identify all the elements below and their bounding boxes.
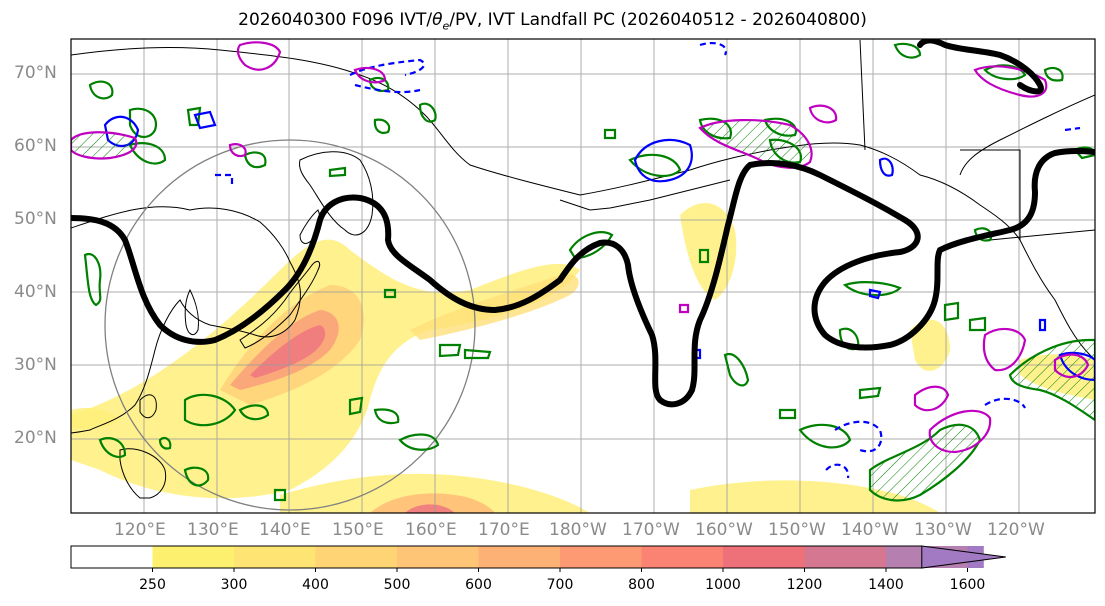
- lon-label-160w: 160°W: [695, 520, 753, 540]
- colorbar-segment: [478, 546, 561, 568]
- colorbar-segment: [641, 546, 724, 568]
- lon-label-140w: 140°W: [841, 520, 899, 540]
- colorbar-tick-label: 700: [546, 577, 574, 593]
- lat-label-20n: 20°N: [14, 428, 57, 448]
- colorbar-segment: [315, 546, 398, 568]
- lat-label-70n: 70°N: [14, 63, 57, 83]
- lon-label-160e: 160°E: [405, 520, 457, 540]
- lon-label-130e: 130°E: [187, 520, 239, 540]
- colorbar-segment: [723, 546, 805, 568]
- colorbar-extend-arrow: [921, 545, 1006, 569]
- colorbar-tick-label: 300: [220, 577, 248, 593]
- pv-contours: [71, 41, 1090, 454]
- colorbar-outline: [70, 545, 922, 569]
- lon-label-150e: 150°E: [332, 520, 384, 540]
- theta-e-negative-contours: [103, 41, 1095, 479]
- lat-label-60n: 60°N: [14, 136, 57, 156]
- lat-label-50n: 50°N: [14, 209, 57, 229]
- lon-label-150w: 150°W: [768, 520, 826, 540]
- lon-label-180w: 180°W: [549, 520, 607, 540]
- colorbar-tick-label: 400: [302, 577, 329, 593]
- colorbar-tick-label: 1600: [949, 577, 986, 593]
- lon-label-120w: 120°W: [987, 520, 1045, 540]
- colorbar-segment: [71, 546, 153, 568]
- colorbar-tick-label: 500: [383, 577, 411, 593]
- colorbar-segment: [804, 546, 887, 568]
- map-frame: [70, 38, 1096, 514]
- colorbar-segment: [234, 546, 316, 568]
- lon-label-170w: 170°W: [622, 520, 680, 540]
- colorbar: [70, 545, 1006, 572]
- colorbar-segment: [152, 546, 235, 568]
- colorbar-segment: [560, 546, 642, 568]
- figure-title: 2026040300 F096 IVT/θe/PV, IVT Landfall …: [238, 10, 867, 33]
- lon-label-170e: 170°E: [478, 520, 530, 540]
- colorbar-tick-label: 800: [628, 577, 655, 593]
- colorbar-tick-label: 250: [139, 577, 166, 593]
- theta-e-contours: [83, 42, 1095, 502]
- pv-jet-line-north: [917, 39, 1044, 95]
- lat-label-40n: 40°N: [14, 282, 57, 302]
- colorbar-tick-label: 1000: [705, 577, 741, 593]
- lon-label-140e: 140°E: [259, 520, 311, 540]
- colorbar-tick-label: 600: [465, 577, 492, 593]
- colorbar-tick-label: 1200: [786, 577, 823, 593]
- colorbar-tick-label: 1400: [868, 577, 904, 593]
- lon-label-120e: 120°E: [114, 520, 166, 540]
- pv-jet-line: [71, 148, 1095, 408]
- colorbar-segment: [397, 546, 479, 568]
- lat-label-30n: 30°N: [14, 355, 57, 375]
- pc-circle: [104, 139, 476, 511]
- lon-label-130w: 130°W: [914, 520, 972, 540]
